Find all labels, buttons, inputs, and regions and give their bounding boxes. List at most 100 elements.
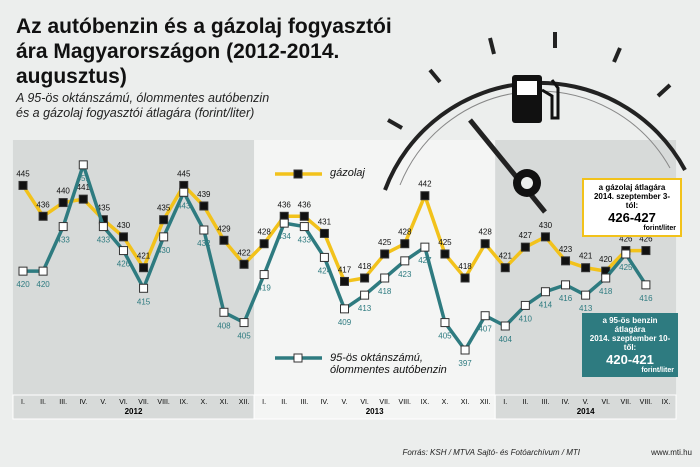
x-tick-label: VII. [138, 399, 149, 406]
point-marker [118, 246, 128, 256]
data-label: 418 [458, 262, 472, 271]
point-marker [460, 273, 470, 283]
data-label: 413 [358, 304, 372, 313]
legend-label: 95-ös oktánszámú, ólommentes autóbenzin [330, 352, 447, 376]
data-label: 442 [418, 180, 432, 189]
data-label: 427 [519, 231, 533, 240]
point-marker [500, 321, 510, 331]
data-label: 433 [57, 236, 71, 245]
annotation-text: a gázolaj átlagára [598, 183, 666, 192]
point-marker [319, 252, 329, 262]
x-tick-label: III. [300, 399, 308, 406]
data-label: 430 [539, 221, 553, 230]
annotation-text: forint/liter [641, 367, 674, 374]
x-tick-label: I. [262, 399, 266, 406]
data-label: 426 [117, 260, 131, 269]
annotation-text: forint/liter [643, 225, 676, 232]
data-label: 443 [177, 201, 191, 210]
point-marker [78, 160, 88, 170]
x-tick-label: I. [503, 399, 507, 406]
x-tick-label: X. [201, 399, 208, 406]
year-axis-band [12, 394, 255, 420]
x-tick-label: III. [542, 399, 550, 406]
x-tick-label: III. [59, 399, 67, 406]
x-tick-label: VI. [601, 399, 610, 406]
data-label: 420 [16, 280, 30, 289]
point-marker [440, 249, 450, 259]
annotation-text: a 95-ös benzin átlagára [602, 316, 658, 334]
data-label: 415 [137, 297, 151, 306]
point-marker [340, 276, 349, 286]
point-marker [601, 273, 611, 283]
legend-marker [293, 353, 303, 363]
x-tick-label: II. [522, 399, 528, 406]
data-label: 422 [237, 248, 251, 257]
data-label: 436 [36, 200, 50, 209]
point-marker [259, 270, 269, 280]
x-tick-label: II. [281, 399, 287, 406]
data-label: 435 [157, 204, 171, 213]
year-label: 2013 [366, 407, 384, 416]
website: www.mti.hu [651, 448, 692, 457]
point-marker [98, 222, 108, 232]
data-label: 413 [579, 304, 593, 313]
point-marker [420, 191, 430, 201]
point-marker [279, 218, 289, 228]
point-marker [139, 263, 149, 273]
data-label: 420 [599, 255, 613, 264]
x-tick-label: XI. [461, 399, 470, 406]
data-label: 433 [298, 236, 312, 245]
data-label: 414 [539, 301, 553, 310]
point-marker [460, 345, 470, 355]
point-marker [420, 242, 430, 252]
subtitle: A 95-ös oktánszámú, ólommentes autóbenzi… [16, 91, 270, 105]
data-label: 418 [599, 287, 613, 296]
annotation-text: 426-427 [608, 210, 656, 225]
data-label: 429 [217, 224, 231, 233]
point-marker [199, 225, 209, 235]
point-marker [239, 259, 249, 269]
data-label: 433 [97, 236, 111, 245]
data-label: 407 [478, 325, 492, 334]
x-tick-label: VII. [379, 399, 390, 406]
year-label: 2012 [125, 407, 143, 416]
data-label: 440 [57, 187, 71, 196]
data-label: 430 [157, 246, 171, 255]
x-tick-label: VIII. [640, 399, 653, 406]
point-marker [520, 300, 530, 310]
point-marker [360, 273, 370, 283]
point-marker [199, 201, 209, 211]
x-tick-label: IX. [421, 399, 430, 406]
legend-label: gázolaj [330, 167, 365, 179]
point-marker [380, 273, 390, 283]
point-marker [38, 211, 48, 221]
point-marker [520, 242, 530, 252]
point-marker [440, 318, 450, 328]
x-tick-label: VIII. [399, 399, 412, 406]
data-label: 435 [97, 204, 111, 213]
point-marker [179, 187, 189, 197]
point-marker [500, 263, 510, 273]
point-marker [561, 256, 571, 266]
point-marker [299, 211, 309, 221]
x-tick-label: XII. [239, 399, 250, 406]
x-tick-label: VII. [621, 399, 632, 406]
point-marker [621, 249, 631, 259]
data-label: 425 [438, 238, 452, 247]
x-tick-label: V. [100, 399, 106, 406]
x-tick-label: VI. [119, 399, 128, 406]
data-label: 409 [338, 318, 352, 327]
data-label: 416 [559, 294, 573, 303]
data-label: 397 [458, 359, 472, 368]
data-label: 436 [298, 200, 312, 209]
year-label: 2014 [577, 407, 595, 416]
point-marker [540, 287, 550, 297]
data-label: 417 [338, 265, 352, 274]
point-marker [219, 307, 229, 317]
x-tick-label: I. [21, 399, 25, 406]
data-label: 419 [257, 284, 271, 293]
chart-title: Az autóbenzin és a gázolaj fogyasztói ár… [16, 15, 392, 88]
point-marker [38, 266, 48, 276]
point-marker [540, 232, 550, 242]
